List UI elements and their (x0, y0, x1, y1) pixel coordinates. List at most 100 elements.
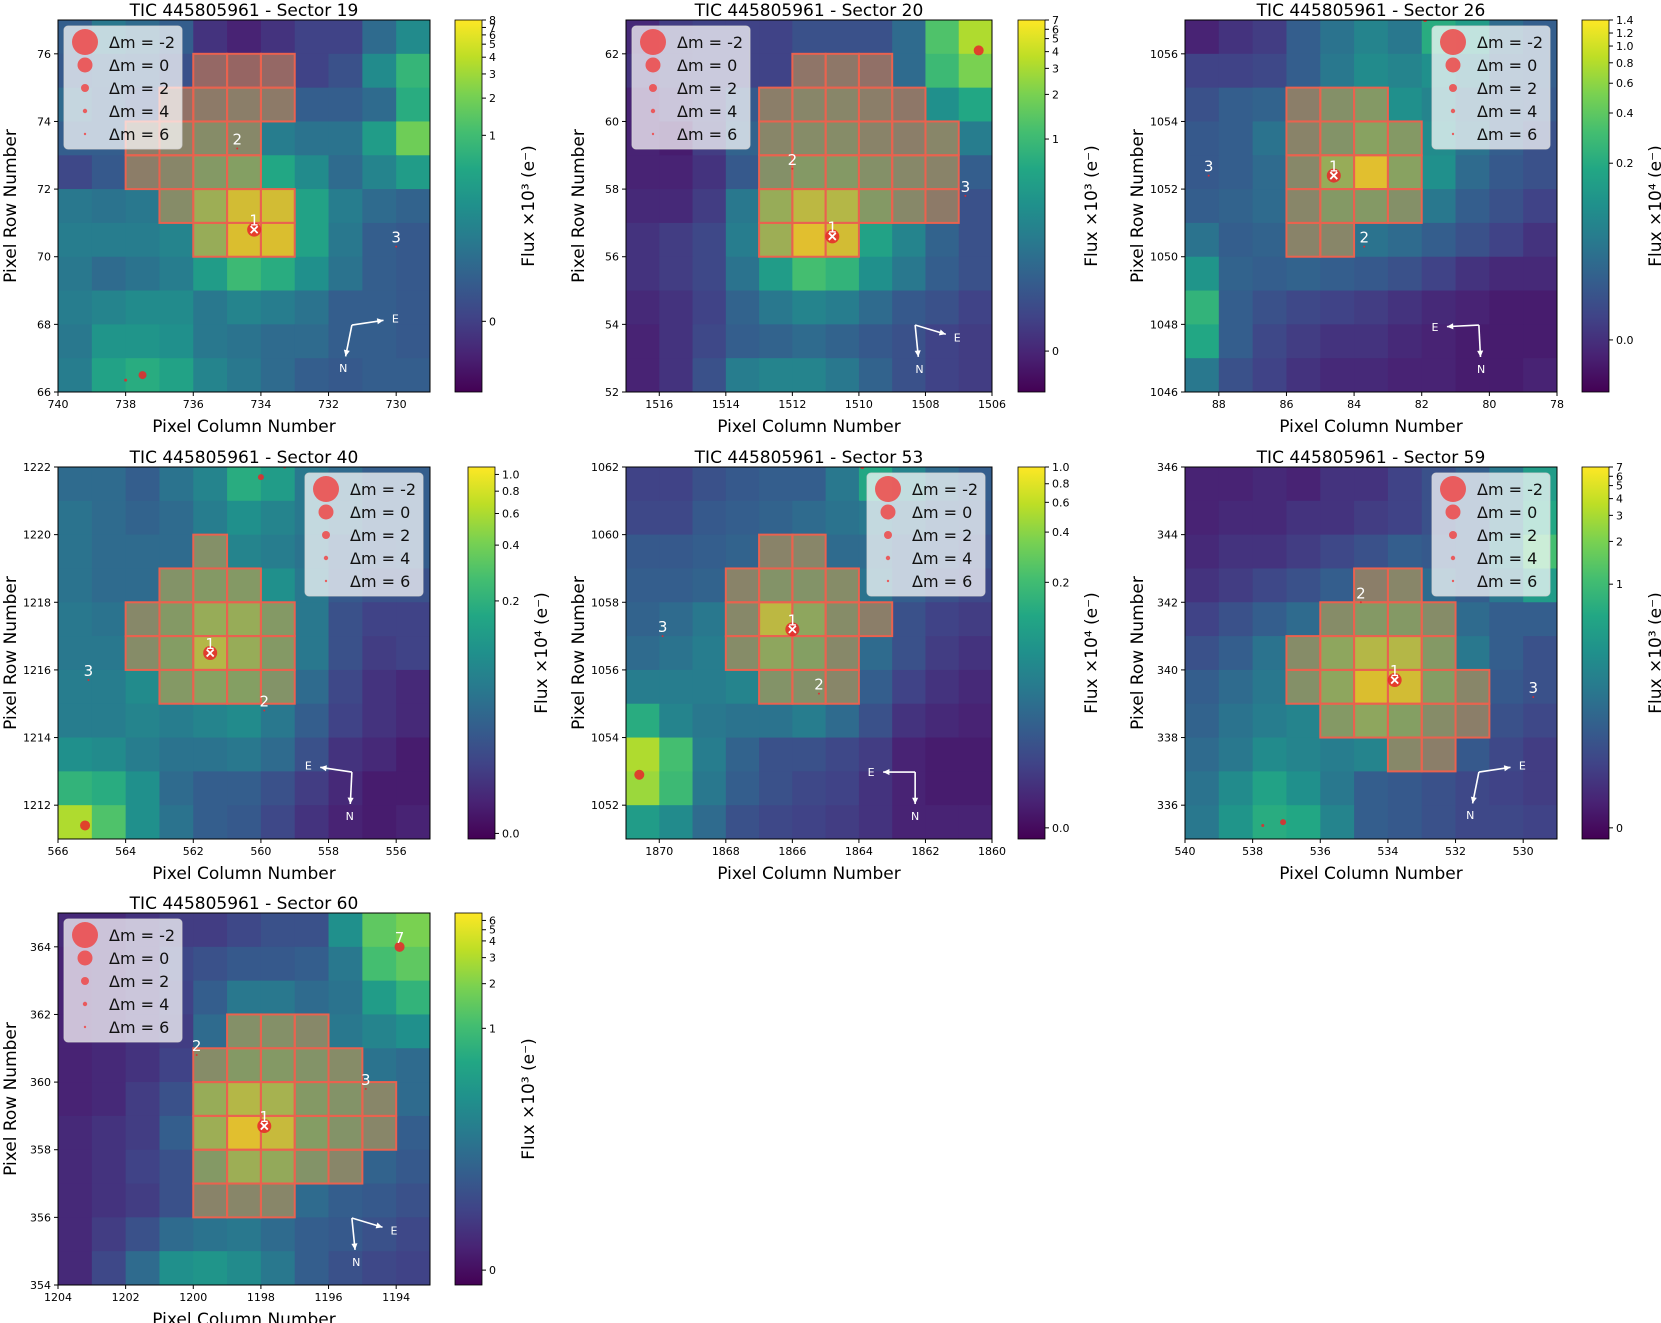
heatmap-cell (193, 1082, 228, 1117)
heatmap-cell (925, 669, 960, 705)
y-tick-label: 1056 (591, 664, 619, 677)
heatmap-cell (1252, 20, 1288, 55)
heatmap-cell (227, 534, 262, 570)
heatmap-cell (725, 324, 760, 359)
aperture-pixel (124, 635, 161, 671)
heatmap-cell (260, 189, 296, 224)
aperture-pixel (1319, 188, 1356, 224)
heatmap-cell (227, 53, 262, 89)
heatmap-cell (260, 602, 296, 637)
heatmap-cell (91, 1251, 127, 1285)
heatmap-cell (1185, 737, 1220, 772)
compass-east-arrowhead (1503, 765, 1511, 772)
colorbar-tick-label: 0.6 (1616, 77, 1634, 90)
colorbar-tick-label: 0.4 (1052, 526, 1070, 539)
aperture-pixel (857, 120, 894, 157)
compass: NE (305, 760, 354, 823)
heatmap-cell (725, 568, 760, 603)
compass: NE (339, 313, 399, 376)
star-label: 3 (961, 178, 971, 196)
legend-marker (77, 57, 93, 73)
aperture-pixel (758, 86, 794, 123)
heatmap-cell (1489, 155, 1524, 190)
heatmap-cell (125, 703, 161, 739)
compass-east-label: E (305, 760, 312, 773)
heatmap-cell (91, 568, 127, 603)
aperture-pixel (124, 601, 161, 638)
y-tick-label: 1220 (23, 529, 51, 542)
heatmap-cell (1354, 121, 1389, 156)
star-label: 1 (260, 1108, 270, 1126)
aperture-pixel (824, 86, 860, 123)
heatmap-cell (1421, 737, 1457, 772)
heatmap-cell (1252, 534, 1288, 570)
heatmap-cell (362, 256, 397, 292)
heatmap-cell (294, 324, 330, 359)
x-tick-label: 1196 (315, 1291, 343, 1304)
heatmap-cell (1421, 602, 1457, 637)
aperture-pixel (259, 601, 296, 638)
heatmap-cell (260, 703, 296, 739)
heatmap-cell (1286, 222, 1321, 258)
heatmap-cell (193, 980, 228, 1016)
heatmap-cell (1523, 256, 1557, 292)
heatmap-cell (825, 534, 860, 570)
heatmap-cell (659, 703, 694, 739)
heatmap-cell (1320, 290, 1355, 325)
y-tick-label: 60 (605, 115, 619, 128)
heatmap-cell (227, 913, 262, 948)
colorbar-tick-label: 0 (489, 315, 496, 328)
heatmap-cell (958, 189, 992, 224)
heatmap-cell (91, 467, 127, 502)
heatmap-cell (692, 771, 727, 806)
heatmap-cell (958, 256, 992, 292)
aperture-pixel (791, 567, 827, 604)
heatmap-cell (58, 1149, 93, 1185)
heatmap-cell (193, 20, 228, 55)
heatmap-cell (328, 1048, 363, 1083)
heatmap-cell (396, 669, 430, 705)
x-tick-label: 556 (386, 845, 407, 858)
legend-marker (1449, 531, 1457, 539)
heatmap-cell (1252, 568, 1288, 603)
aperture-pixel (1386, 567, 1423, 604)
heatmap-cell (58, 669, 93, 705)
colorbar-tick-label: 1.2 (1616, 27, 1634, 40)
heatmap-cell (659, 290, 694, 325)
heatmap-cell (1218, 805, 1254, 839)
heatmap-cell (725, 222, 760, 258)
heatmap-cell (125, 500, 161, 536)
heatmap-cell (1387, 121, 1423, 156)
heatmap-cell (1523, 703, 1557, 739)
heatmap-cell (328, 602, 363, 637)
aperture-pixel (226, 601, 262, 638)
colorbar-tick-label: 0.6 (1052, 496, 1070, 509)
heatmap-cell (792, 500, 827, 536)
star-marker (87, 679, 90, 682)
heatmap-cell (1185, 324, 1220, 359)
heatmap-cell (925, 20, 960, 55)
heatmap-cell (892, 121, 927, 156)
heatmap-cell (1523, 636, 1557, 671)
aperture-pixel (857, 188, 894, 224)
legend-label: Δm = 2 (350, 526, 410, 545)
colorbar-tick-label: 5 (1616, 480, 1623, 493)
compass-east-arrowhead (376, 318, 384, 325)
aperture-pixel (327, 1081, 364, 1117)
aperture-pixel (1386, 120, 1423, 157)
legend-label: Δm = 4 (1477, 102, 1537, 121)
heatmap-cell (792, 53, 827, 89)
heatmap-cell (925, 358, 960, 392)
heatmap-cell (227, 155, 262, 190)
aperture-pixel (259, 188, 296, 224)
heatmap-cell (1523, 324, 1557, 359)
heatmap-cell (725, 500, 760, 536)
colorbar (467, 466, 496, 840)
heatmap-cell (362, 1251, 397, 1285)
heatmap-cell (792, 771, 827, 806)
heatmap-cell (1387, 602, 1423, 637)
heatmap-cell (1421, 290, 1457, 325)
heatmap-cell (858, 189, 893, 224)
heatmap-cell (362, 1014, 397, 1049)
heatmap-cell (328, 290, 363, 325)
